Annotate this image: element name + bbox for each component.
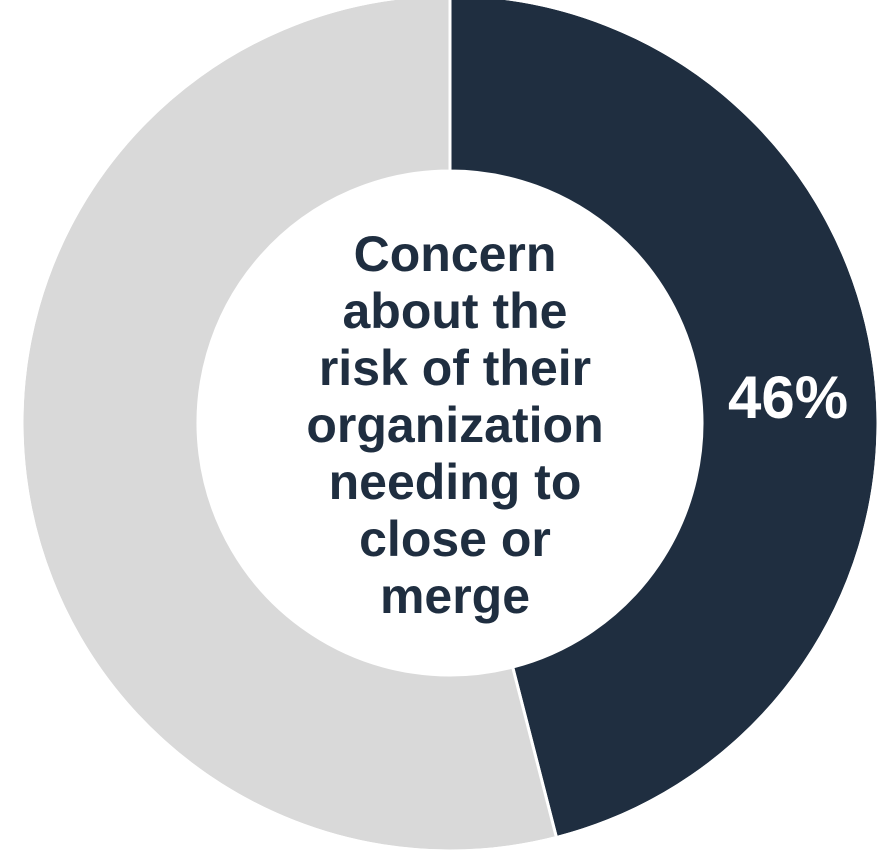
center-label-line: risk of their (319, 340, 591, 396)
center-label-line: about the (343, 283, 568, 339)
center-label-line: merge (380, 568, 530, 624)
center-label-line: needing to (329, 454, 582, 510)
center-label-line: organization (306, 397, 603, 453)
slice-value-label: 46% (728, 364, 848, 431)
center-label-line: Concern (354, 226, 557, 282)
value-labels: 46% (728, 364, 848, 431)
center-label-line: close or (359, 511, 551, 567)
